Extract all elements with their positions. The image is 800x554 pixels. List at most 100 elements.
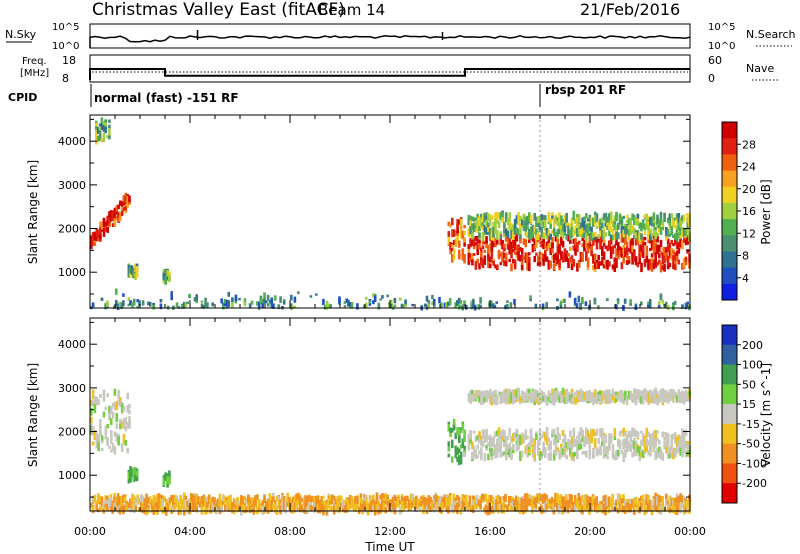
- data-cell: [536, 256, 540, 265]
- data-cell: [498, 502, 502, 506]
- data-cell: [135, 265, 139, 274]
- data-cell: [684, 451, 688, 458]
- data-cell: [528, 256, 531, 263]
- data-cell: [679, 242, 682, 247]
- data-cell: [540, 454, 544, 459]
- data-cell: [631, 394, 634, 401]
- x-tick-label: 04:00: [174, 525, 206, 538]
- data-cell: [483, 224, 487, 232]
- data-cell: [624, 248, 627, 257]
- data-cell: [668, 446, 672, 451]
- data-cell: [499, 212, 503, 219]
- x-tick-label: 12:00: [374, 525, 406, 538]
- data-cell: [520, 390, 524, 395]
- data-cell: [602, 443, 606, 452]
- colorbar-tick-label: 28: [742, 138, 756, 151]
- data-cell: [681, 227, 684, 238]
- data-cell: [588, 214, 592, 222]
- power-ylabel: Slant Range [km]: [26, 160, 40, 264]
- data-cell: [663, 213, 666, 223]
- data-cell: [95, 136, 98, 145]
- data-cell: [574, 451, 577, 456]
- data-cell: [606, 298, 609, 301]
- data-cell: [686, 225, 689, 234]
- data-cell: [110, 406, 113, 414]
- data-cell: [649, 397, 652, 402]
- data-cell: [554, 252, 558, 260]
- data-cell: [584, 498, 588, 508]
- data-cell: [686, 391, 689, 401]
- data-cell: [524, 445, 528, 454]
- data-cell: [147, 504, 150, 508]
- data-cell: [597, 438, 600, 444]
- data-cell: [432, 503, 436, 508]
- data-cell: [544, 432, 547, 441]
- data-cell: [526, 232, 529, 236]
- data-cell: [688, 445, 691, 451]
- colorbar-tick-label: -100: [742, 457, 767, 470]
- data-cell: [181, 304, 184, 309]
- data-cell: [659, 251, 663, 255]
- data-cell: [461, 230, 465, 239]
- data-cell: [640, 301, 643, 306]
- data-cell: [440, 505, 443, 513]
- data-cell: [448, 495, 452, 506]
- data-cell: [572, 393, 576, 400]
- data-cell: [411, 303, 414, 307]
- data-cell: [111, 443, 115, 452]
- data-cell: [390, 507, 393, 512]
- data-cell: [458, 249, 461, 257]
- data-cell: [519, 246, 522, 252]
- data-cell: [95, 123, 98, 127]
- data-cell: [558, 451, 561, 460]
- data-cell: [674, 233, 677, 240]
- data-cell: [585, 250, 588, 261]
- data-cell: [471, 394, 474, 401]
- data-cell: [519, 254, 522, 261]
- data-cell: [164, 477, 167, 481]
- colorbar-swatch: [722, 219, 737, 236]
- data-cell: [526, 215, 529, 226]
- data-cell: [533, 445, 536, 454]
- data-cell: [481, 396, 485, 402]
- data-cell: [263, 495, 266, 503]
- data-cell: [590, 503, 593, 511]
- data-cell: [582, 504, 586, 511]
- data-cell: [388, 502, 391, 509]
- data-cell: [225, 500, 229, 508]
- data-cell: [457, 304, 461, 310]
- data-cell: [526, 254, 529, 263]
- data-cell: [650, 253, 654, 261]
- data-cell: [485, 227, 488, 235]
- data-cell: [599, 218, 602, 226]
- nsky-tick-top: 10^5: [52, 22, 79, 33]
- data-cell: [499, 216, 503, 221]
- data-cell: [211, 501, 214, 512]
- data-cell: [595, 496, 598, 501]
- data-cell: [517, 212, 520, 222]
- data-cell: [560, 231, 563, 236]
- data-cell: [561, 231, 565, 236]
- data-cell: [576, 446, 579, 455]
- data-cell: [431, 294, 434, 300]
- data-cell: [106, 135, 109, 139]
- data-cell: [665, 432, 668, 442]
- data-cell: [457, 503, 461, 508]
- data-cell: [631, 224, 634, 231]
- data-cell: [347, 301, 350, 306]
- data-cell: [643, 223, 647, 231]
- data-cell: [125, 503, 129, 509]
- data-cell: [372, 501, 375, 507]
- data-cell: [679, 440, 682, 448]
- data-cell: [549, 246, 552, 255]
- data-cell: [220, 298, 223, 304]
- data-cell: [590, 217, 593, 223]
- data-cell: [492, 439, 495, 447]
- colorbar-swatch: [722, 423, 737, 445]
- data-cell: [197, 501, 200, 505]
- data-cell: [216, 504, 220, 509]
- data-cell: [561, 240, 565, 248]
- x-tick-label: 20:00: [574, 525, 606, 538]
- data-cell: [243, 496, 247, 501]
- data-cell: [536, 493, 539, 503]
